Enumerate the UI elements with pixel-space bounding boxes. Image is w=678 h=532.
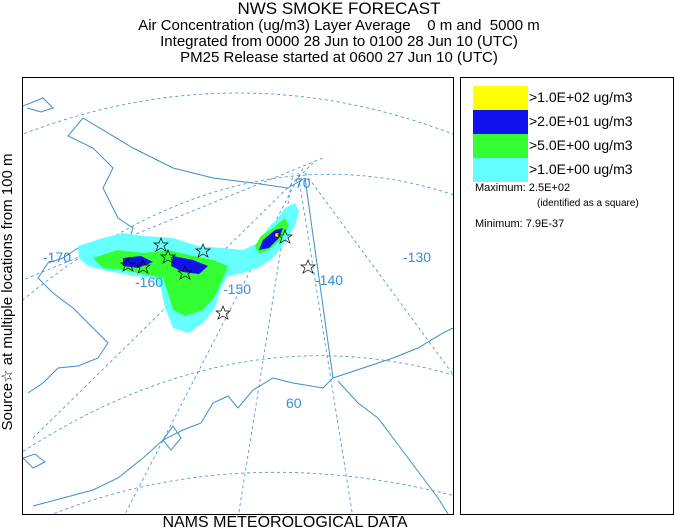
legend-swatch: [473, 110, 528, 134]
legend-item: >2.0E+01 ug/m3: [473, 110, 673, 134]
lon-label: -130: [403, 249, 431, 265]
source-star-icon: [119, 257, 137, 272]
smoke-plume: [78, 203, 299, 333]
legend-item: >1.0E+02 ug/m3: [473, 86, 673, 110]
legend-swatch: [473, 134, 528, 158]
minimum-value: Minimum: 7.9E-37: [475, 218, 565, 230]
concentration-subtitle: Air Concentration (ug/m3) Layer Average …: [138, 17, 540, 34]
legend-panel: >1.0E+02 ug/m3 >2.0E+01 ug/m3 >5.0E+00 u…: [460, 77, 674, 515]
legend-item: >5.0E+00 ug/m3: [473, 134, 673, 158]
source-star-icon: [194, 243, 212, 258]
source-star-icon: [299, 259, 317, 274]
source-star-icon: [176, 265, 194, 280]
lat-label: 70: [295, 175, 311, 191]
legend-label: >1.0E+02 ug/m3: [529, 89, 633, 105]
forecast-title-block: NWS SMOKE FORECAST Air Concentration (ug…: [0, 0, 678, 66]
forecast-title: NWS SMOKE FORECAST: [237, 0, 441, 18]
source-star-icon: [214, 305, 232, 320]
source-locations-label: Source☆ at multiple locations from 100 m: [0, 153, 16, 431]
source-star-icon: [134, 259, 152, 274]
maximum-note: (identified as a square): [537, 198, 639, 209]
source-star-icon: [276, 229, 294, 244]
lon-label: -150: [223, 281, 251, 297]
map-canvas: -170 -160 -150 -140 -130 70 60: [23, 92, 453, 514]
grid-labels: -170 -160 -150 -140 -130 70 60: [43, 175, 431, 411]
lon-label: -170: [43, 249, 71, 265]
legend-swatch: [473, 158, 528, 182]
release-start: PM25 Release started at 0600 27 Jun 10 (…: [180, 49, 498, 66]
maximum-value: Maximum: 2.5E+02: [475, 182, 571, 194]
lat-label: 60: [286, 395, 302, 411]
smoke-map[interactable]: -170 -160 -150 -140 -130 70 60: [22, 77, 454, 515]
source-star-icon: [159, 249, 177, 264]
legend-label: >1.0E+00 ug/m3: [529, 161, 633, 177]
integration-period: Integrated from 0000 28 Jun to 0100 28 J…: [160, 33, 518, 50]
legend-item: >1.0E+00 ug/m3: [473, 158, 673, 182]
lon-label: -140: [315, 272, 343, 288]
longitude-grid: [23, 157, 453, 514]
source-stars: [119, 229, 317, 320]
meteorological-data-label: NAMS METEOROLOGICAL DATA: [162, 514, 408, 531]
legend-swatch: [473, 86, 528, 110]
lon-label: -160: [135, 274, 163, 290]
plume-level-3b: [171, 256, 208, 274]
latitude-grid: [23, 92, 453, 514]
legend-label: >2.0E+01 ug/m3: [529, 113, 633, 129]
alaska-coastline: [23, 97, 453, 514]
source-star-icon: [152, 237, 170, 252]
legend-label: >5.0E+00 ug/m3: [529, 137, 633, 153]
